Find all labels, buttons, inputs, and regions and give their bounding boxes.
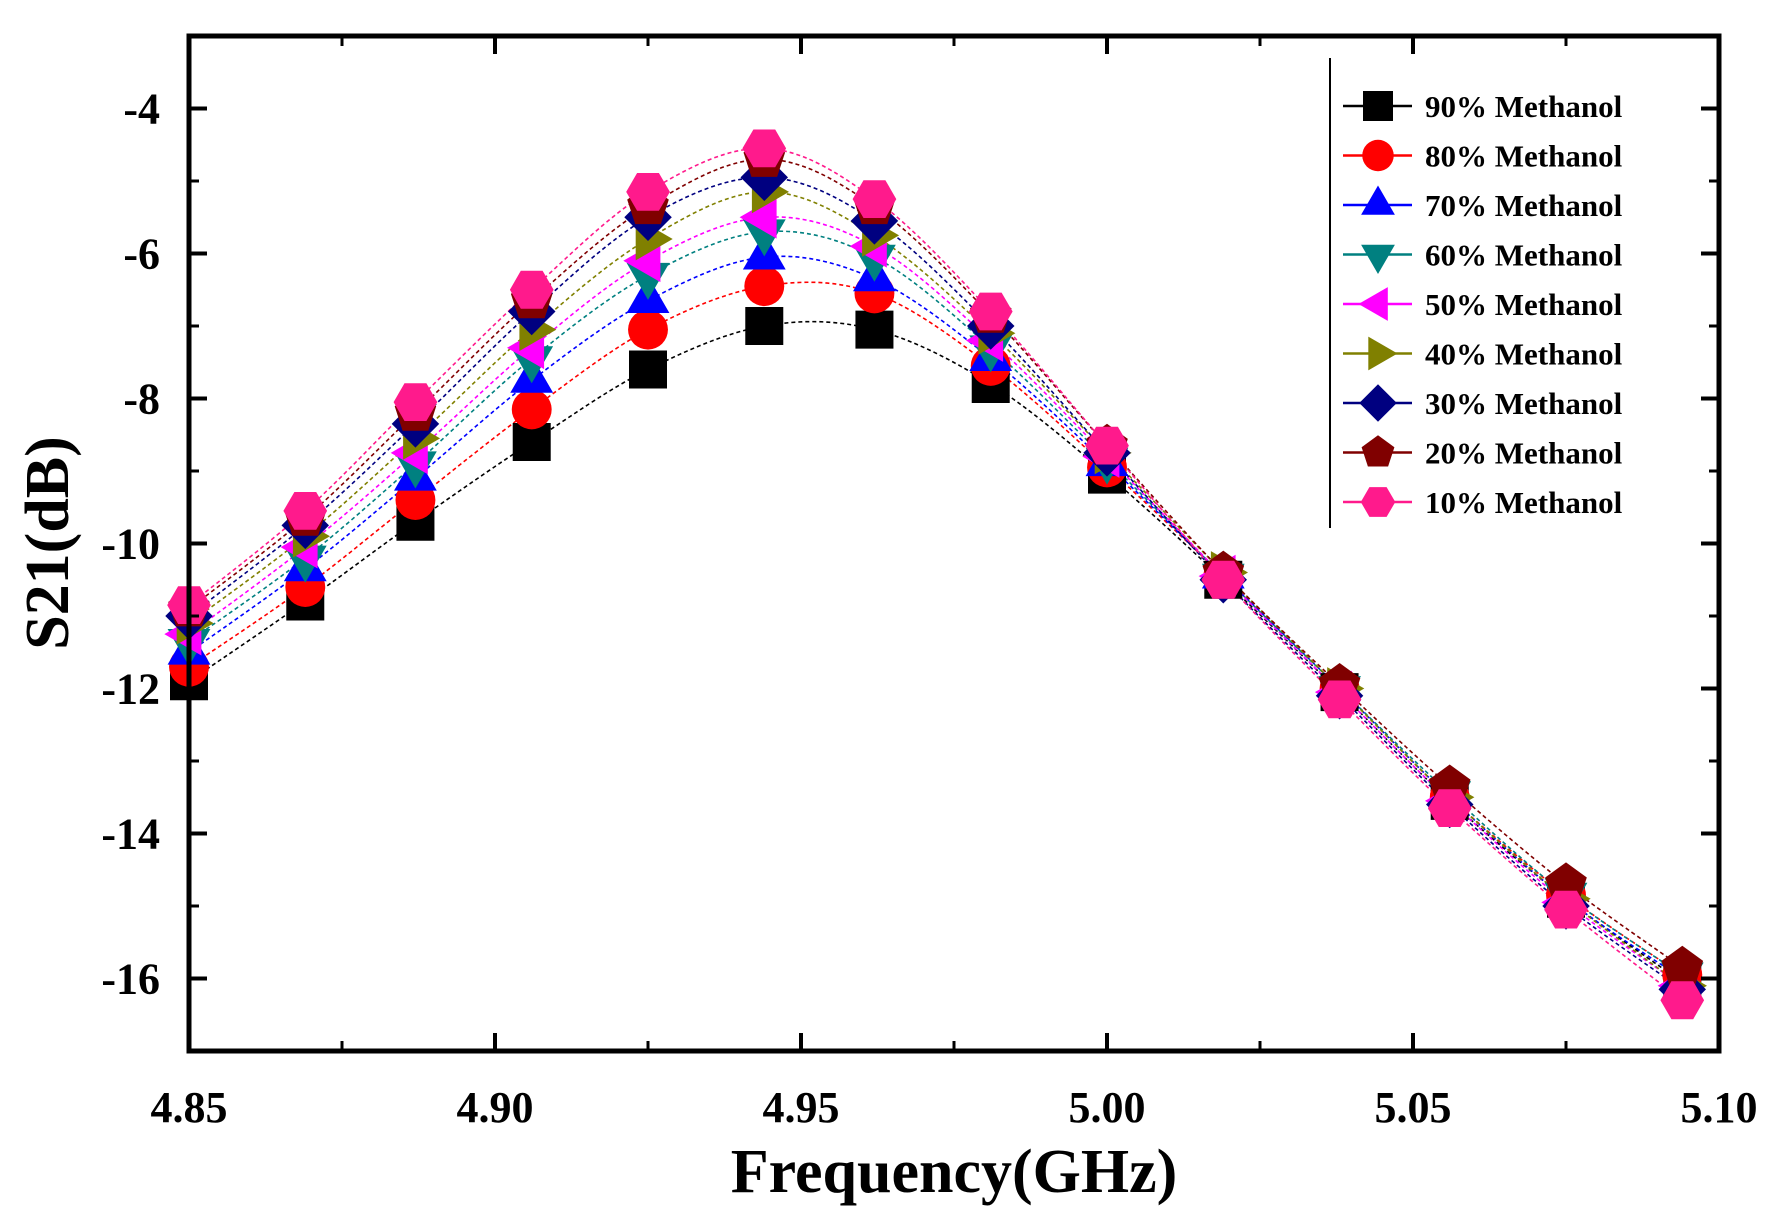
legend-label: 80% Methanol (1425, 139, 1623, 174)
legend-marker (1361, 435, 1395, 467)
data-point (1317, 680, 1362, 719)
data-point (744, 266, 785, 307)
data-point (1544, 890, 1588, 929)
legend-label: 30% Methanol (1425, 386, 1623, 421)
axis-ticks: 4.85 4.90 4.95 5.00 5.05 5.10 -16 -14 -12 -10 -8 -6… (101, 34, 1758, 1132)
legend-label: 40% Methanol (1425, 337, 1623, 372)
legend-label: 20% Methanol (1425, 436, 1623, 471)
series-line (188, 176, 1683, 991)
legend-label: 70% Methanol (1425, 188, 1623, 223)
data-point (629, 350, 667, 389)
x-tick-label: 5.05 (1375, 1083, 1452, 1132)
x-axis-title: Frequency(GHz) (731, 1138, 1178, 1206)
data-point (742, 129, 787, 168)
y-tick-label: -10 (101, 520, 160, 569)
y-tick-label: -8 (123, 375, 160, 424)
y-tick-label: -4 (123, 85, 160, 134)
data-point (745, 307, 784, 345)
data-point (1427, 789, 1472, 827)
legend-marker (1360, 487, 1396, 517)
data-point (1085, 426, 1129, 465)
legend-label: 50% Methanol (1425, 287, 1623, 322)
y-tick-label: -6 (123, 230, 160, 279)
data-point (739, 195, 777, 239)
legend-marker (1362, 139, 1394, 172)
data-point (393, 383, 438, 421)
data-point (1201, 560, 1246, 599)
data-point (852, 180, 897, 218)
data-point (626, 173, 670, 211)
data-point (1661, 945, 1704, 986)
legend-label: 60% Methanol (1425, 238, 1623, 273)
data-point (628, 309, 668, 350)
x-tick-label: 5.10 (1681, 1083, 1758, 1132)
data-point (512, 423, 551, 461)
data-point (855, 310, 894, 349)
legend-marker (1359, 384, 1397, 422)
y-axis-title: S21(dB) (14, 436, 82, 650)
x-tick-label: 4.85 (151, 1083, 228, 1132)
legend-marker (1358, 287, 1388, 321)
data-point (511, 389, 552, 430)
x-tick-label: 4.90 (457, 1083, 534, 1132)
data-point (1660, 981, 1705, 1020)
x-tick-label: 5.00 (1069, 1083, 1146, 1132)
legend-label: 10% Methanol (1425, 485, 1623, 520)
y-tick-label: -16 (101, 955, 160, 1004)
y-tick-label: -12 (101, 665, 160, 714)
data-markers (164, 129, 1707, 1020)
legend-marker (1361, 185, 1395, 215)
legend: 90% Methanol 80% Methanol 70% Methanol 60% … (1328, 58, 1690, 528)
legend-marker (1361, 244, 1395, 274)
series-line (188, 255, 1683, 980)
legend-marker (1363, 91, 1393, 121)
series-line (188, 191, 1683, 987)
data-point (509, 270, 554, 309)
y-tick-label: -14 (101, 810, 160, 859)
data-point (283, 492, 328, 530)
data-point (968, 292, 1013, 331)
legend-label: 90% Methanol (1425, 89, 1623, 124)
x-tick-label: 4.95 (763, 1083, 840, 1132)
legend-marker (1368, 336, 1398, 371)
